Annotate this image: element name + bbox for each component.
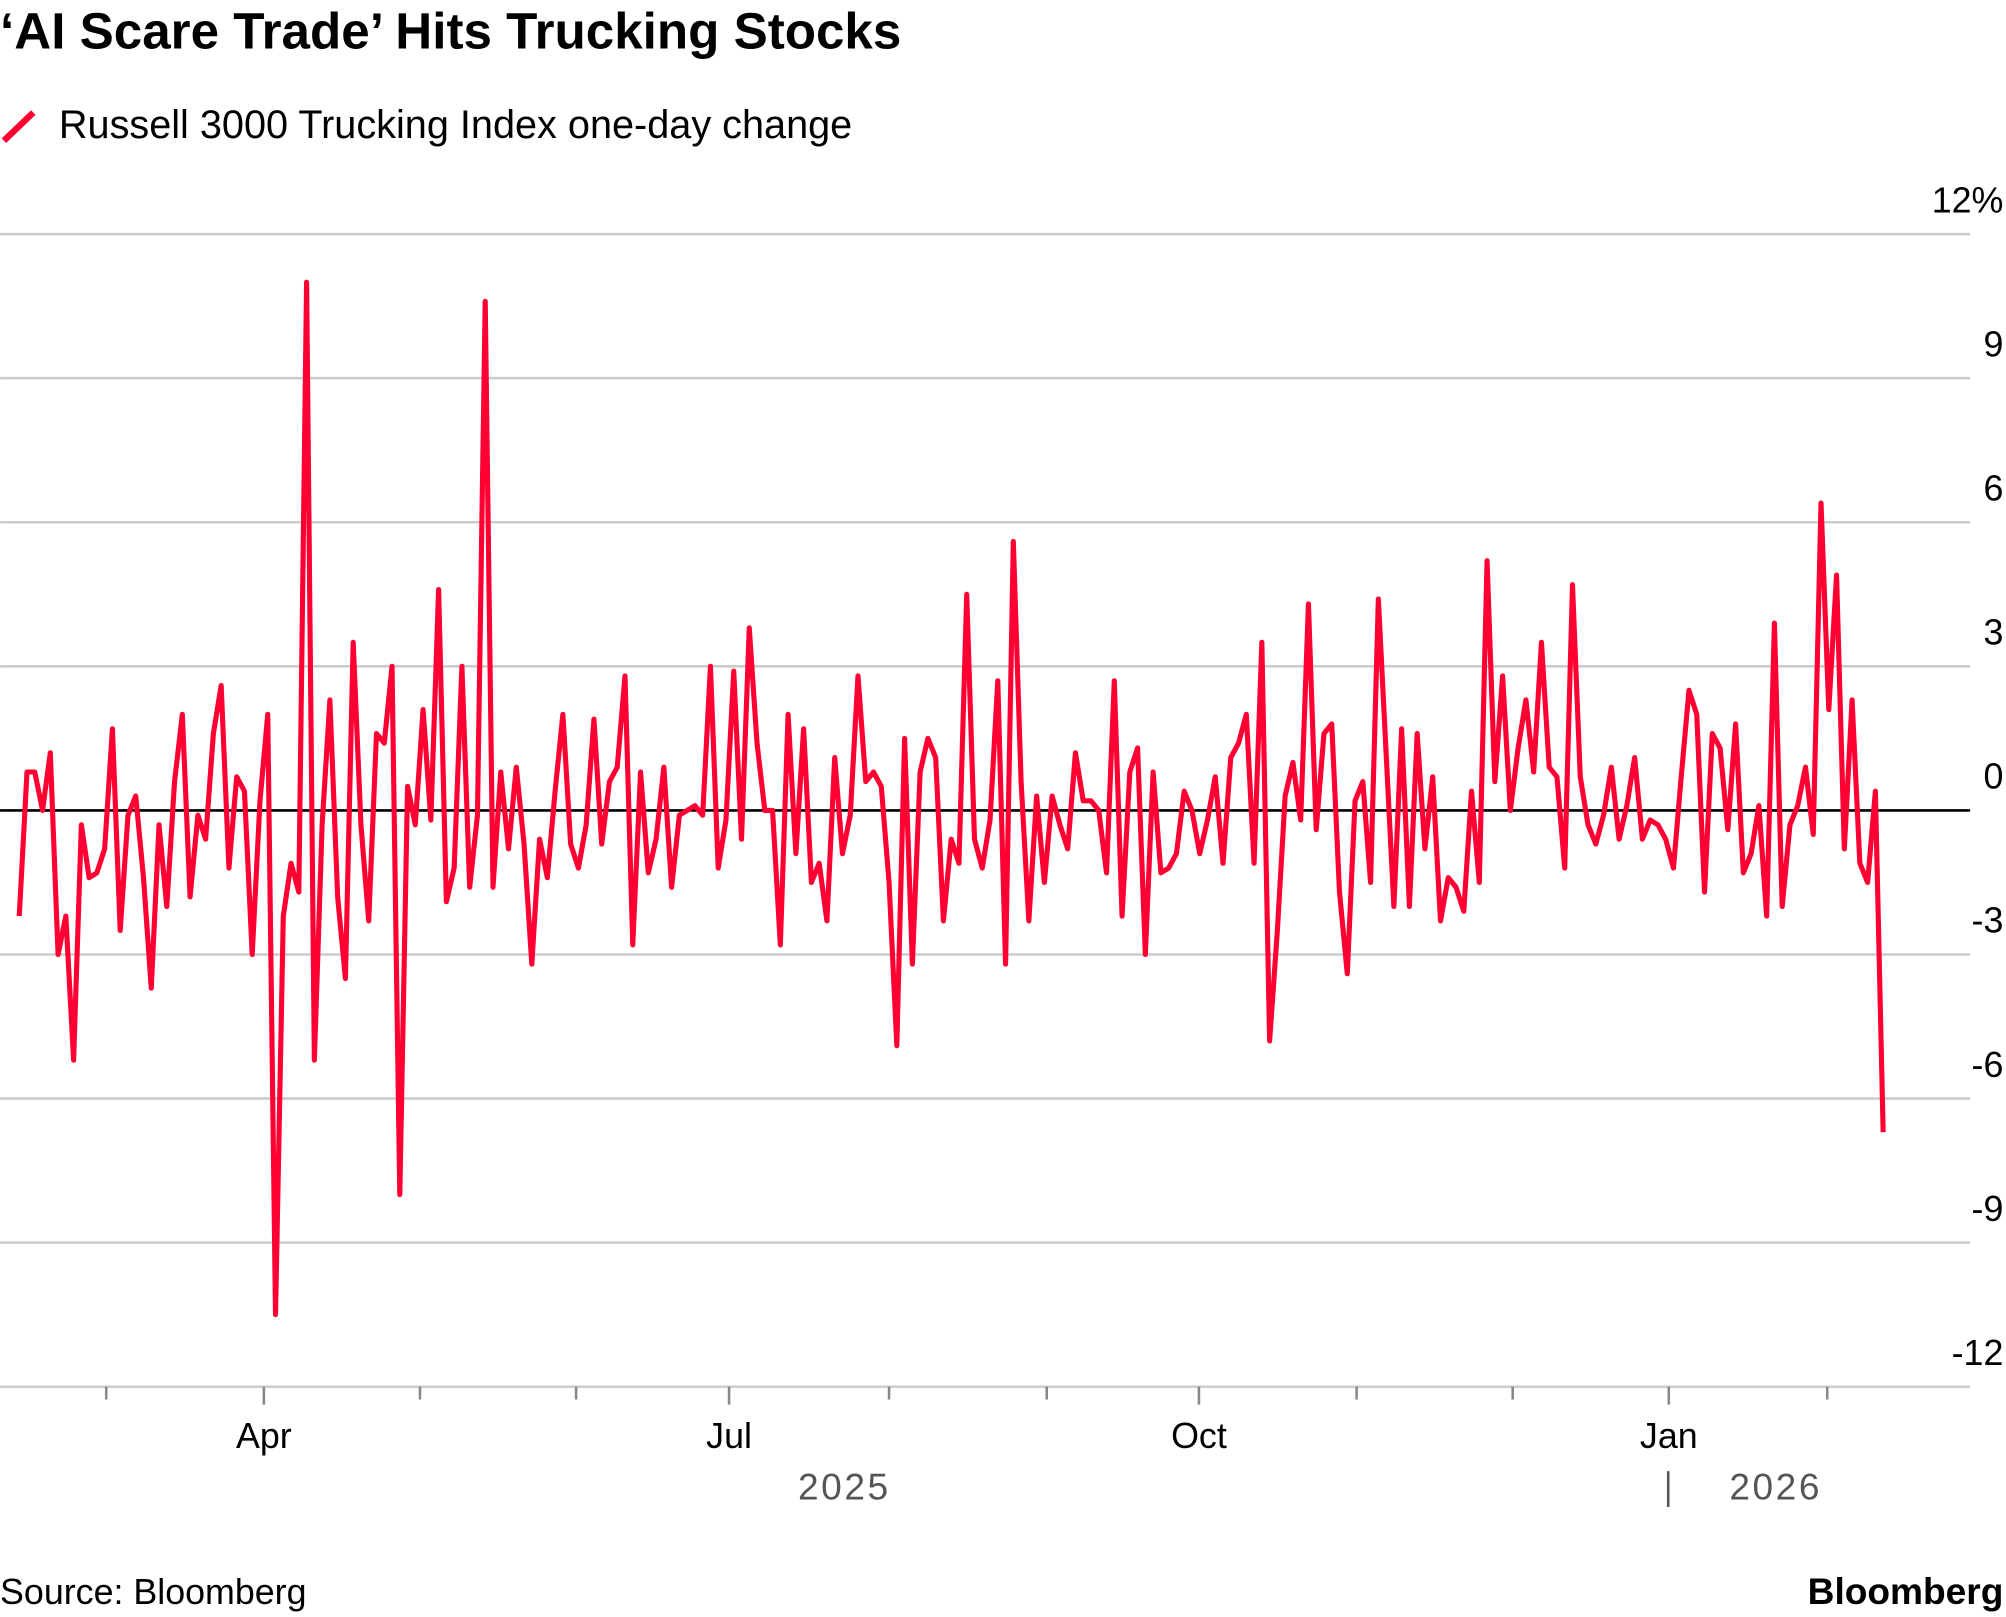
x-tick-label: Jan: [1640, 1416, 1698, 1456]
y-tick-label: 0: [1983, 757, 2003, 797]
chart-title: ‘AI Scare Trade’ Hits Trucking Stocks: [0, 3, 901, 60]
y-tick-label: -3: [1972, 901, 2004, 941]
x-tick-label: Apr: [236, 1416, 292, 1456]
line-series: [16, 279, 1886, 1318]
year-label: 2026: [1729, 1465, 1822, 1507]
brand: Bloomberg: [1808, 1570, 2004, 1612]
y-tick-label: 6: [1983, 469, 2003, 509]
legend-label: Russell 3000 Trucking Index one-day chan…: [59, 103, 852, 147]
y-tick-label: -9: [1972, 1189, 2004, 1229]
source: Source: Bloomberg: [0, 1572, 306, 1612]
legend-swatch: [1, 110, 36, 144]
year-label: 2025: [798, 1465, 891, 1507]
x-tick-label: Jul: [706, 1416, 752, 1456]
y-tick-label: -12: [1952, 1333, 2004, 1373]
y-tick-label: 3: [1983, 613, 2003, 653]
x-tick-label: Oct: [1171, 1416, 1227, 1456]
y-tick-label: -6: [1972, 1045, 2004, 1085]
y-tick-label: 12%: [1932, 180, 2004, 220]
y-tick-label: 9: [1983, 324, 2003, 364]
